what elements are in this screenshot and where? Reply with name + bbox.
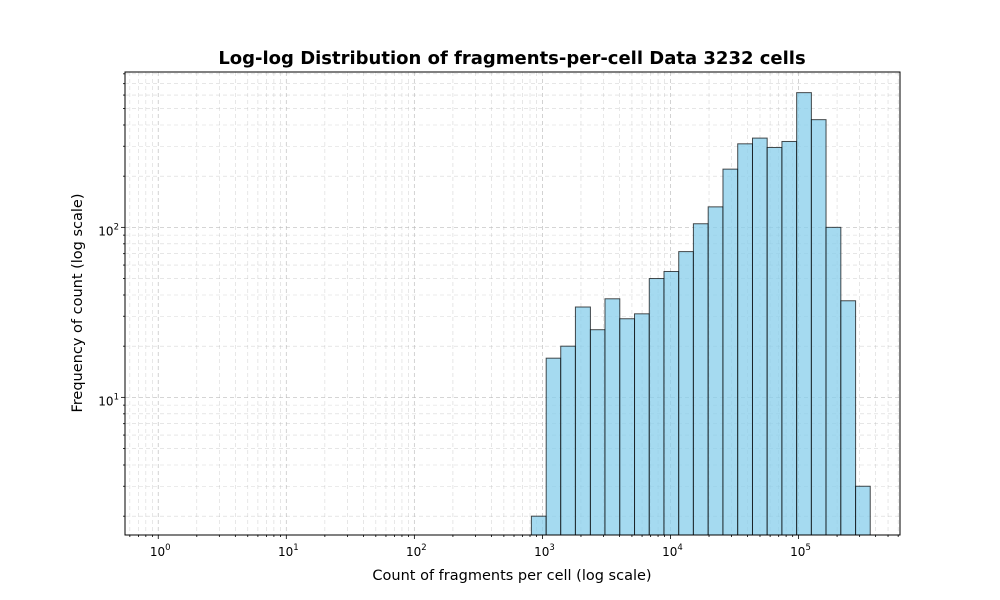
x-tick-label: 105 bbox=[790, 543, 811, 559]
chart-title: Log-log Distribution of fragments-per-ce… bbox=[218, 48, 805, 69]
x-axis-label: Count of fragments per cell (log scale) bbox=[372, 568, 651, 584]
x-tick-label: 100 bbox=[150, 543, 171, 559]
histogram-bar bbox=[855, 485, 871, 536]
histogram-bar bbox=[678, 251, 694, 536]
histogram-bar bbox=[589, 329, 606, 536]
x-tick-label: 102 bbox=[406, 543, 427, 559]
histogram-bar bbox=[560, 345, 576, 536]
histogram-bar bbox=[707, 206, 724, 536]
histogram-bar bbox=[530, 515, 547, 536]
histogram-bar bbox=[751, 137, 768, 536]
histogram-bar bbox=[648, 278, 665, 536]
histogram-bar bbox=[663, 270, 680, 536]
x-tick-label: 103 bbox=[534, 543, 555, 559]
y-tick-label: 101 bbox=[98, 392, 119, 408]
y-tick-label: 102 bbox=[98, 222, 119, 238]
y-axis-label: Frequency of count (log scale) bbox=[70, 193, 86, 412]
x-tick-label: 104 bbox=[662, 543, 683, 559]
axis-ticks: 100 101 102 103 104 105 101 102 bbox=[98, 73, 899, 559]
histogram-bar bbox=[574, 306, 591, 536]
histogram-bar bbox=[781, 140, 798, 536]
x-tick-label: 101 bbox=[278, 543, 299, 559]
histogram-bar bbox=[619, 318, 636, 536]
histogram-bars bbox=[530, 92, 871, 536]
histogram-bar bbox=[722, 168, 739, 536]
histogram-bar bbox=[604, 298, 621, 536]
histogram-bar bbox=[545, 357, 562, 536]
histogram-bar bbox=[796, 92, 812, 536]
histogram-bar bbox=[692, 223, 709, 536]
histogram-bar bbox=[810, 119, 827, 536]
histogram-bar bbox=[825, 226, 842, 536]
histogram-bar bbox=[634, 313, 650, 536]
plot-frame bbox=[124, 71, 901, 536]
histogram-bar bbox=[766, 146, 783, 536]
histogram-bar bbox=[737, 143, 753, 536]
histogram-bar bbox=[840, 300, 857, 536]
